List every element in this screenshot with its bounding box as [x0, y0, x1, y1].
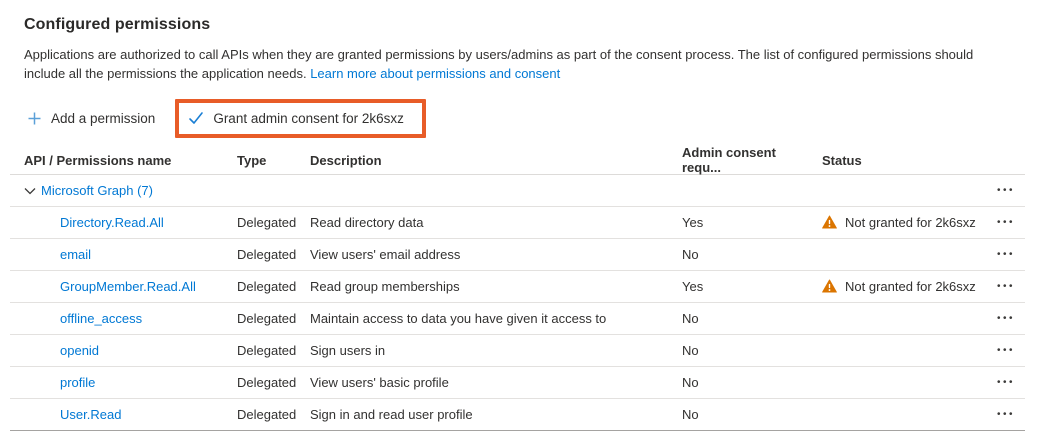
table-body: Directory.Read.All Delegated Read direct…	[10, 207, 1025, 431]
permission-name-link[interactable]: openid	[60, 343, 100, 358]
table-header-row: API / Permissions name Type Description …	[10, 145, 1025, 175]
status-text: Not granted for 2k6sxz	[845, 215, 976, 230]
status-text: Not granted for 2k6sxz	[845, 279, 976, 294]
page-title: Configured permissions	[24, 16, 211, 33]
permission-table-row: User.Read Delegated Sign in and read use…	[10, 399, 1025, 431]
api-group-row: Microsoft Graph (7) •••	[10, 175, 1025, 207]
grant-consent-highlight-annotation: Grant admin consent for 2k6sxz	[175, 98, 426, 138]
add-permission-button[interactable]: Add a permission	[24, 105, 163, 132]
row-context-menu-button[interactable]: •••	[993, 278, 1017, 296]
checkmark-icon	[188, 111, 204, 125]
chevron-down-icon[interactable]	[24, 186, 36, 196]
permission-table-row: email Delegated View users' email addres…	[10, 239, 1025, 271]
status-cell: Not granted for 2k6sxz	[812, 215, 985, 230]
permission-type: Delegated	[237, 343, 297, 358]
permission-name-link[interactable]: Directory.Read.All	[60, 215, 164, 230]
column-header-description[interactable]: Description	[310, 152, 382, 168]
column-header-api-permissions-name[interactable]: API / Permissions name	[24, 152, 172, 168]
permission-name-link[interactable]: offline_access	[60, 311, 143, 326]
learn-more-link[interactable]: Learn more about permissions and consent	[310, 66, 561, 81]
grant-admin-consent-label: Grant admin consent for 2k6sxz	[213, 110, 404, 126]
permission-table-row: offline_access Delegated Maintain access…	[10, 303, 1025, 335]
admin-consent-value: No	[682, 247, 699, 262]
status-cell: Not granted for 2k6sxz	[812, 279, 985, 294]
admin-consent-value: Yes	[682, 279, 704, 294]
permission-type: Delegated	[237, 247, 297, 262]
row-context-menu-button[interactable]: •••	[993, 182, 1017, 200]
permission-name-link[interactable]: email	[60, 247, 92, 262]
column-header-type[interactable]: Type	[237, 152, 267, 168]
column-header-admin-consent[interactable]: Admin consent requ...	[682, 145, 776, 175]
permissions-table: API / Permissions name Type Description …	[10, 145, 1025, 431]
permission-description: View users' email address	[310, 247, 461, 262]
grant-admin-consent-button[interactable]: Grant admin consent for 2k6sxz	[185, 105, 412, 132]
add-permission-label: Add a permission	[51, 110, 156, 126]
admin-consent-value: Yes	[682, 215, 704, 230]
row-context-menu-button[interactable]: •••	[993, 246, 1017, 264]
permission-name-link[interactable]: User.Read	[60, 407, 122, 422]
row-context-menu-button[interactable]: •••	[993, 406, 1017, 424]
permission-name-link[interactable]: profile	[60, 375, 96, 390]
permission-type: Delegated	[237, 311, 297, 326]
permission-type: Delegated	[237, 279, 297, 294]
toolbar: Add a permission Grant admin consent for…	[24, 97, 1060, 139]
warning-icon	[822, 279, 837, 293]
permission-description: Read group memberships	[310, 279, 460, 294]
api-group-link[interactable]: Microsoft Graph (7)	[41, 183, 153, 198]
permission-name-link[interactable]: GroupMember.Read.All	[60, 279, 196, 294]
admin-consent-value: No	[682, 311, 699, 326]
permission-table-row: Directory.Read.All Delegated Read direct…	[10, 207, 1025, 239]
permission-type: Delegated	[237, 375, 297, 390]
row-context-menu-button[interactable]: •••	[993, 310, 1017, 328]
row-context-menu-button[interactable]: •••	[993, 342, 1017, 360]
permission-table-row: openid Delegated Sign users in No •••	[10, 335, 1025, 367]
permission-description: Maintain access to data you have given i…	[310, 311, 607, 326]
column-header-status[interactable]: Status	[822, 152, 862, 168]
permission-table-row: GroupMember.Read.All Delegated Read grou…	[10, 271, 1025, 303]
permission-type: Delegated	[237, 407, 297, 422]
permission-description: View users' basic profile	[310, 375, 449, 390]
permission-description: Sign in and read user profile	[310, 407, 473, 422]
description-text: Applications are authorized to call APIs…	[24, 47, 974, 81]
row-context-menu-button[interactable]: •••	[993, 214, 1017, 232]
configured-permissions-panel: Configured permissions Applications are …	[10, 16, 1060, 431]
warning-icon	[822, 215, 837, 229]
permission-description: Sign users in	[310, 343, 386, 358]
plus-icon	[27, 111, 42, 126]
row-context-menu-button[interactable]: •••	[993, 374, 1017, 392]
admin-consent-value: No	[682, 375, 699, 390]
admin-consent-value: No	[682, 343, 699, 358]
permission-type: Delegated	[237, 215, 297, 230]
admin-consent-value: No	[682, 407, 699, 422]
permission-table-row: profile Delegated View users' basic prof…	[10, 367, 1025, 399]
page-description: Applications are authorized to call APIs…	[24, 45, 1012, 83]
permission-description: Read directory data	[310, 215, 424, 230]
